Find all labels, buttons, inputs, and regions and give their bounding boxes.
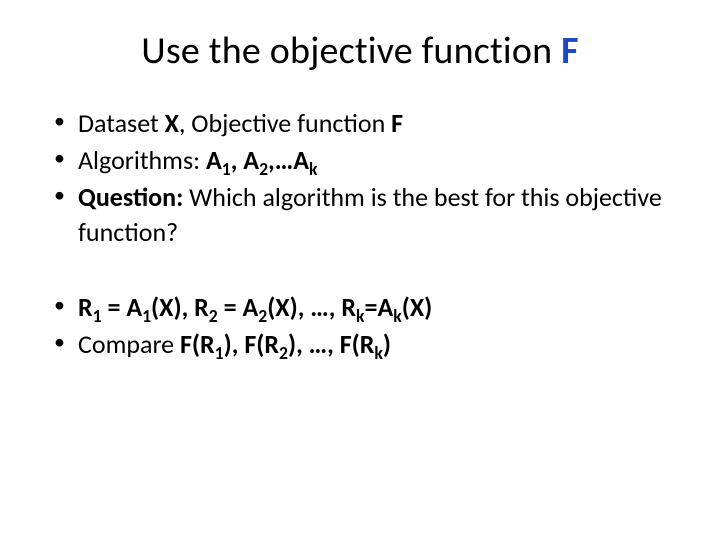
text-run: F(R (180, 328, 215, 360)
text-run: X (165, 107, 179, 139)
text-run: (X) (402, 291, 433, 323)
slide: Use the objective function F Dataset X, … (0, 0, 720, 540)
bullet-item: R1 = A1(X), R2 = A2(X), …, Rk=Ak(X) (52, 290, 672, 325)
title-prefix: Use the objective function (141, 28, 561, 74)
text-run: 1 (93, 306, 102, 328)
text-run: 2 (279, 343, 288, 365)
text-run: ) (383, 328, 391, 360)
text-run: k (309, 158, 317, 180)
text-run: 1 (142, 306, 151, 328)
bullet-list-bottom: R1 = A1(X), R2 = A2(X), …, Rk=Ak(X)Compa… (48, 290, 672, 362)
text-run: 2 (209, 306, 218, 328)
text-run: k (356, 306, 364, 328)
text-run: F (391, 107, 403, 139)
text-run: = A (102, 291, 142, 323)
text-run: 2 (259, 158, 268, 180)
text-run: ), …, F(R (288, 328, 374, 360)
bullet-item: Question: Which algorithm is the best fo… (52, 180, 672, 250)
text-run: 1 (215, 343, 224, 365)
text-run: 1 (222, 158, 231, 180)
text-run: Dataset (78, 107, 165, 139)
text-run: 2 (258, 306, 267, 328)
text-run: A (206, 144, 222, 176)
text-run: k (393, 306, 401, 328)
text-run: (X), R (151, 291, 209, 323)
text-run: Compare (78, 328, 180, 360)
text-run: A (243, 144, 259, 176)
text-run: (X), …, R (267, 291, 356, 323)
text-run: = A (218, 291, 258, 323)
bullet-item: Algorithms: A1, A2,…Ak (52, 143, 672, 178)
slide-title: Use the objective function F (48, 28, 672, 74)
title-accent: F (561, 28, 579, 74)
text-run: =A (365, 291, 394, 323)
bullet-item: Compare F(R1), F(R2), …, F(Rk) (52, 327, 672, 362)
text-run: , (231, 144, 244, 176)
bullet-list-top: Dataset X, Objective function FAlgorithm… (48, 106, 672, 250)
text-run: R (78, 291, 93, 323)
text-run: , Objective function (179, 107, 391, 139)
text-run: ), F(R (224, 328, 279, 360)
text-run: Question: (78, 181, 183, 213)
text-run: ,…A (268, 144, 309, 176)
bullet-item: Dataset X, Objective function F (52, 106, 672, 141)
spacer (48, 252, 672, 290)
text-run: k (374, 343, 382, 365)
text-run: Algorithms: (78, 144, 206, 176)
